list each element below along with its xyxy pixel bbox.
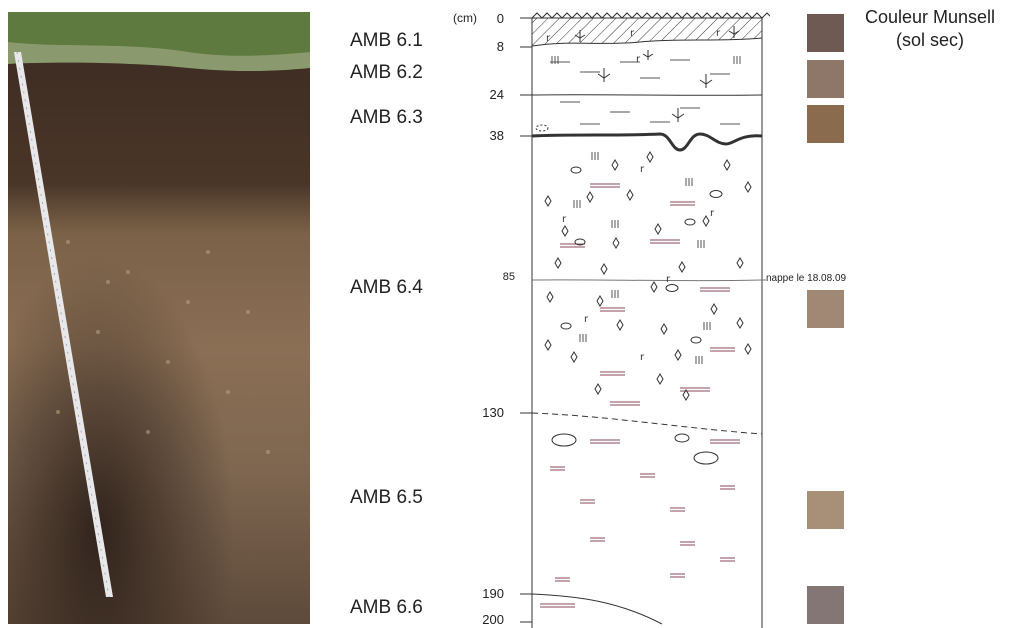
horizon-label-amb-6-6: AMB 6.6 [350,597,423,618]
depth-tick-0: 0 [496,11,504,26]
depth-unit-label: (cm) [453,11,477,25]
depth-tick-190: 190 [482,586,504,601]
horizon-label-amb-6-5: AMB 6.5 [350,487,423,508]
horizon-label-amb-6-3: AMB 6.3 [350,107,423,128]
depth-tick-130: 130 [482,405,504,420]
depth-tick-200: 200 [482,612,504,627]
svg-text:r: r [716,28,721,39]
svg-text:r: r [710,208,715,219]
svg-text:r: r [636,54,641,65]
soil-pit-photo [8,12,310,624]
water-table-label: nappe le 18.08.09 [766,273,847,284]
horizon-label-amb-6-1: AMB 6.1 [350,30,423,51]
svg-text:r: r [640,352,645,363]
munsell-title-line2: (sol sec) [895,30,964,50]
munsell-swatch-amb-6-4 [807,290,844,328]
svg-text:r: r [584,314,589,325]
depth-tick-24: 24 [489,87,504,102]
munsell-title-line1: Couleur Munsell [864,7,996,27]
munsell-swatch-amb-6-3 [807,105,844,143]
munsell-swatch-amb-6-2 [807,60,844,98]
svg-text:r: r [546,33,551,44]
munsell-swatch-amb-6-1 [807,14,844,52]
svg-text:r: r [640,164,645,175]
munsell-swatch-amb-6-6 [807,586,844,624]
horizon-label-amb-6-4: AMB 6.4 [350,277,423,298]
soil-profile-diagram: r r r r r r r r r r [520,12,770,628]
svg-text:r: r [562,214,567,225]
svg-text:r: r [666,274,671,285]
depth-tick-38: 38 [489,128,504,143]
horizon-label-amb-6-2: AMB 6.2 [350,62,423,83]
svg-text:r: r [630,28,635,39]
munsell-title: Couleur Munsell (sol sec) [855,6,1005,52]
munsell-swatch-amb-6-5 [807,491,844,529]
depth-tick-85: 85 [502,271,515,283]
depth-tick-8: 8 [496,39,504,54]
